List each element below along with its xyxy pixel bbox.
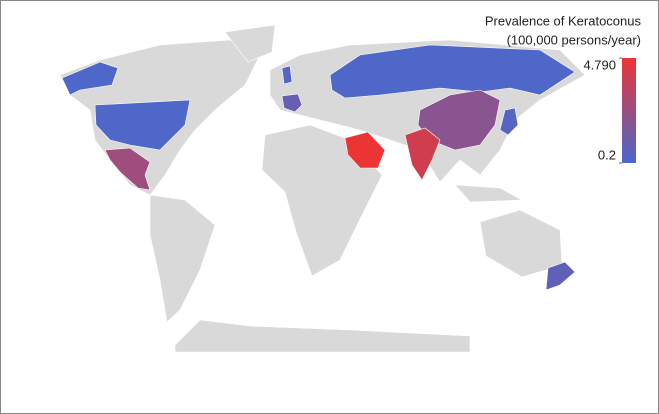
- south-america: [149, 194, 216, 323]
- colorbar: [622, 58, 636, 163]
- region: [104, 147, 151, 191]
- indonesia: [454, 184, 524, 203]
- legend-title: Prevalence of Keratoconus: [485, 13, 642, 28]
- region: [329, 44, 576, 99]
- africa: [261, 124, 383, 277]
- colorbar-tick-label: 4.790: [583, 57, 616, 72]
- legend-subtitle: (100,000 persons/year): [507, 32, 641, 47]
- region: [344, 131, 386, 169]
- antarctica: [174, 319, 471, 353]
- region: [281, 93, 303, 113]
- region: [499, 107, 519, 136]
- greenland: [224, 24, 276, 63]
- region: [404, 127, 441, 181]
- region: [545, 261, 576, 291]
- region: [61, 61, 119, 96]
- colorbar-tick-label: 0.2: [598, 147, 616, 162]
- region: [281, 65, 293, 85]
- region: [94, 99, 191, 151]
